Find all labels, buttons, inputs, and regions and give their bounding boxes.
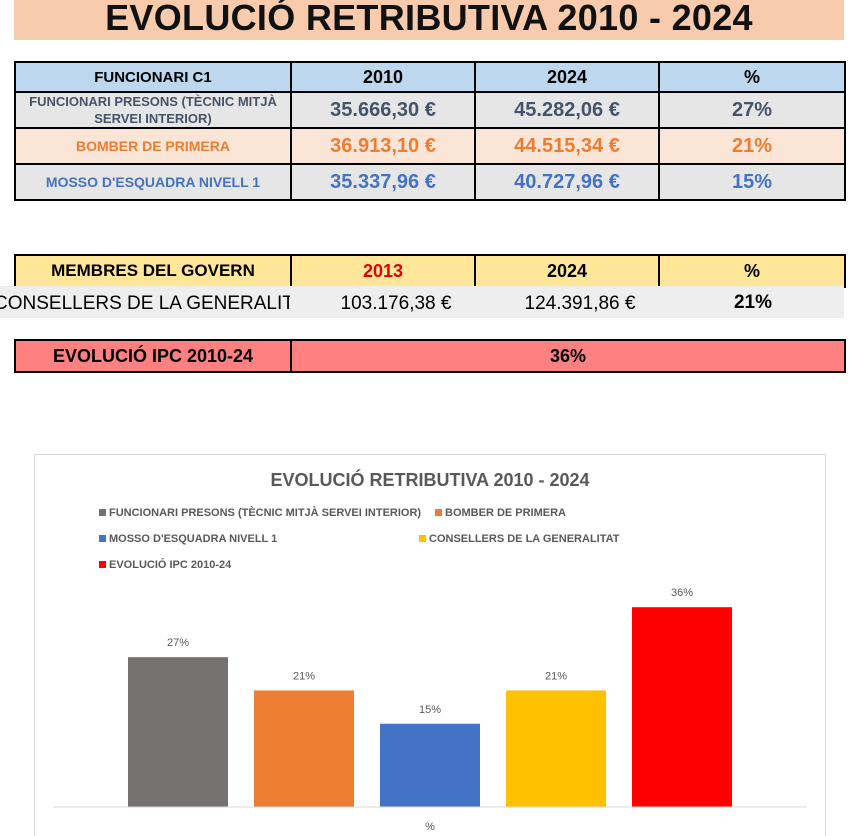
row-value-2024: 124.391,86 € — [524, 293, 636, 314]
bar — [506, 690, 606, 807]
bar-chart: EVOLUCIÓ RETRIBUTIVA 2010 - 2024 FUNCIONA… — [34, 454, 826, 836]
table-header-row: MEMBRES DEL GOVERN 2013 2024 % — [14, 254, 846, 288]
chart-title: EVOLUCIÓ RETRIBUTIVA 2010 - 2024 — [270, 469, 589, 490]
header-2024: 2024 — [474, 61, 660, 93]
ipc-value: 36% — [290, 339, 846, 373]
table-header-row: FUNCIONARI C1 2010 2024 % — [14, 61, 846, 93]
legend-entry: CONSELLERS DE LA GENERALITAT — [429, 533, 620, 545]
table-row: MOSSO D'ESQUADRA NIVELL 1 35.337,96 € 40… — [14, 163, 846, 201]
table-row: BOMBER DE PRIMERA 36.913,10 € 44.515,34 … — [14, 127, 846, 165]
legend-entry: BOMBER DE PRIMERA — [445, 507, 566, 519]
row-value-2010: 35.666,30 € — [290, 91, 476, 129]
funcionari-table: FUNCIONARI C1 2010 2024 % FUNCIONARI PRE… — [14, 61, 846, 201]
data-label: 27% — [167, 637, 189, 649]
row-value-2010: 36.913,10 € — [290, 127, 476, 165]
data-label: 21% — [293, 670, 315, 682]
legend-swatch — [435, 509, 442, 516]
row-label: MOSSO D'ESQUADRA NIVELL 1 — [14, 163, 292, 201]
data-label: 21% — [545, 670, 567, 682]
header-funcionari: FUNCIONARI C1 — [14, 61, 292, 93]
data-label: 15% — [419, 704, 441, 716]
row-value-2024: 40.727,96 € — [474, 163, 660, 201]
row-percent: 27% — [658, 91, 846, 129]
header-2010: 2010 — [290, 61, 476, 93]
bar — [380, 723, 480, 807]
table-row: EVOLUCIÓ IPC 2010-24 36% — [14, 339, 846, 373]
table-row: FUNCIONARI PRESONS (TÈCNIC MITJÀ SERVEI … — [14, 91, 846, 129]
legend-entry: MOSSO D'ESQUADRA NIVELL 1 — [109, 533, 277, 545]
header-2013: 2013 — [290, 254, 476, 288]
legend-swatch — [99, 509, 106, 516]
legend-swatch — [99, 561, 106, 568]
row-percent: 21% — [733, 292, 773, 313]
header-membres: MEMBRES DEL GOVERN — [14, 254, 292, 288]
row-value-2013: 103.176,38 € — [340, 293, 452, 314]
header-percent: % — [658, 61, 846, 93]
chart-svg: EVOLUCIÓ RETRIBUTIVA 2010 - 2024 FUNCIONA… — [53, 469, 807, 833]
legend-swatch — [99, 535, 106, 542]
ipc-label: EVOLUCIÓ IPC 2010-24 — [14, 339, 292, 373]
consellers-row: CONSELLERS DE LA GENERALITAT 103.176,38 … — [0, 286, 844, 318]
govern-table: MEMBRES DEL GOVERN 2013 2024 % — [14, 254, 846, 288]
bar — [632, 607, 732, 807]
page-title: EVOLUCIÓ RETRIBUTIVA 2010 - 2024 — [105, 0, 753, 38]
row-label: CONSELLERS DE LA GENERALITAT — [0, 293, 290, 314]
row-label: FUNCIONARI PRESONS (TÈCNIC MITJÀ SERVEI … — [14, 91, 292, 129]
x-axis-label: % — [425, 821, 435, 833]
row-label: BOMBER DE PRIMERA — [14, 127, 292, 165]
legend-swatch — [419, 535, 426, 542]
legend-entry: EVOLUCIÓ IPC 2010-24 — [109, 558, 232, 571]
data-label: 36% — [671, 587, 693, 599]
row-percent: 15% — [658, 163, 846, 201]
ipc-table: EVOLUCIÓ IPC 2010-24 36% — [14, 339, 846, 373]
row-value-2024: 45.282,06 € — [474, 91, 660, 129]
bar — [128, 657, 228, 807]
row-value-2010: 35.337,96 € — [290, 163, 476, 201]
bar — [254, 690, 354, 807]
row-value-2024: 44.515,34 € — [474, 127, 660, 165]
header-percent: % — [658, 254, 846, 288]
legend-entry: FUNCIONARI PRESONS (TÈCNIC MITJÀ SERVEI … — [109, 506, 421, 519]
page-title-bar: EVOLUCIÓ RETRIBUTIVA 2010 - 2024 — [14, 0, 844, 40]
row-percent: 21% — [658, 127, 846, 165]
header-2024: 2024 — [474, 254, 660, 288]
